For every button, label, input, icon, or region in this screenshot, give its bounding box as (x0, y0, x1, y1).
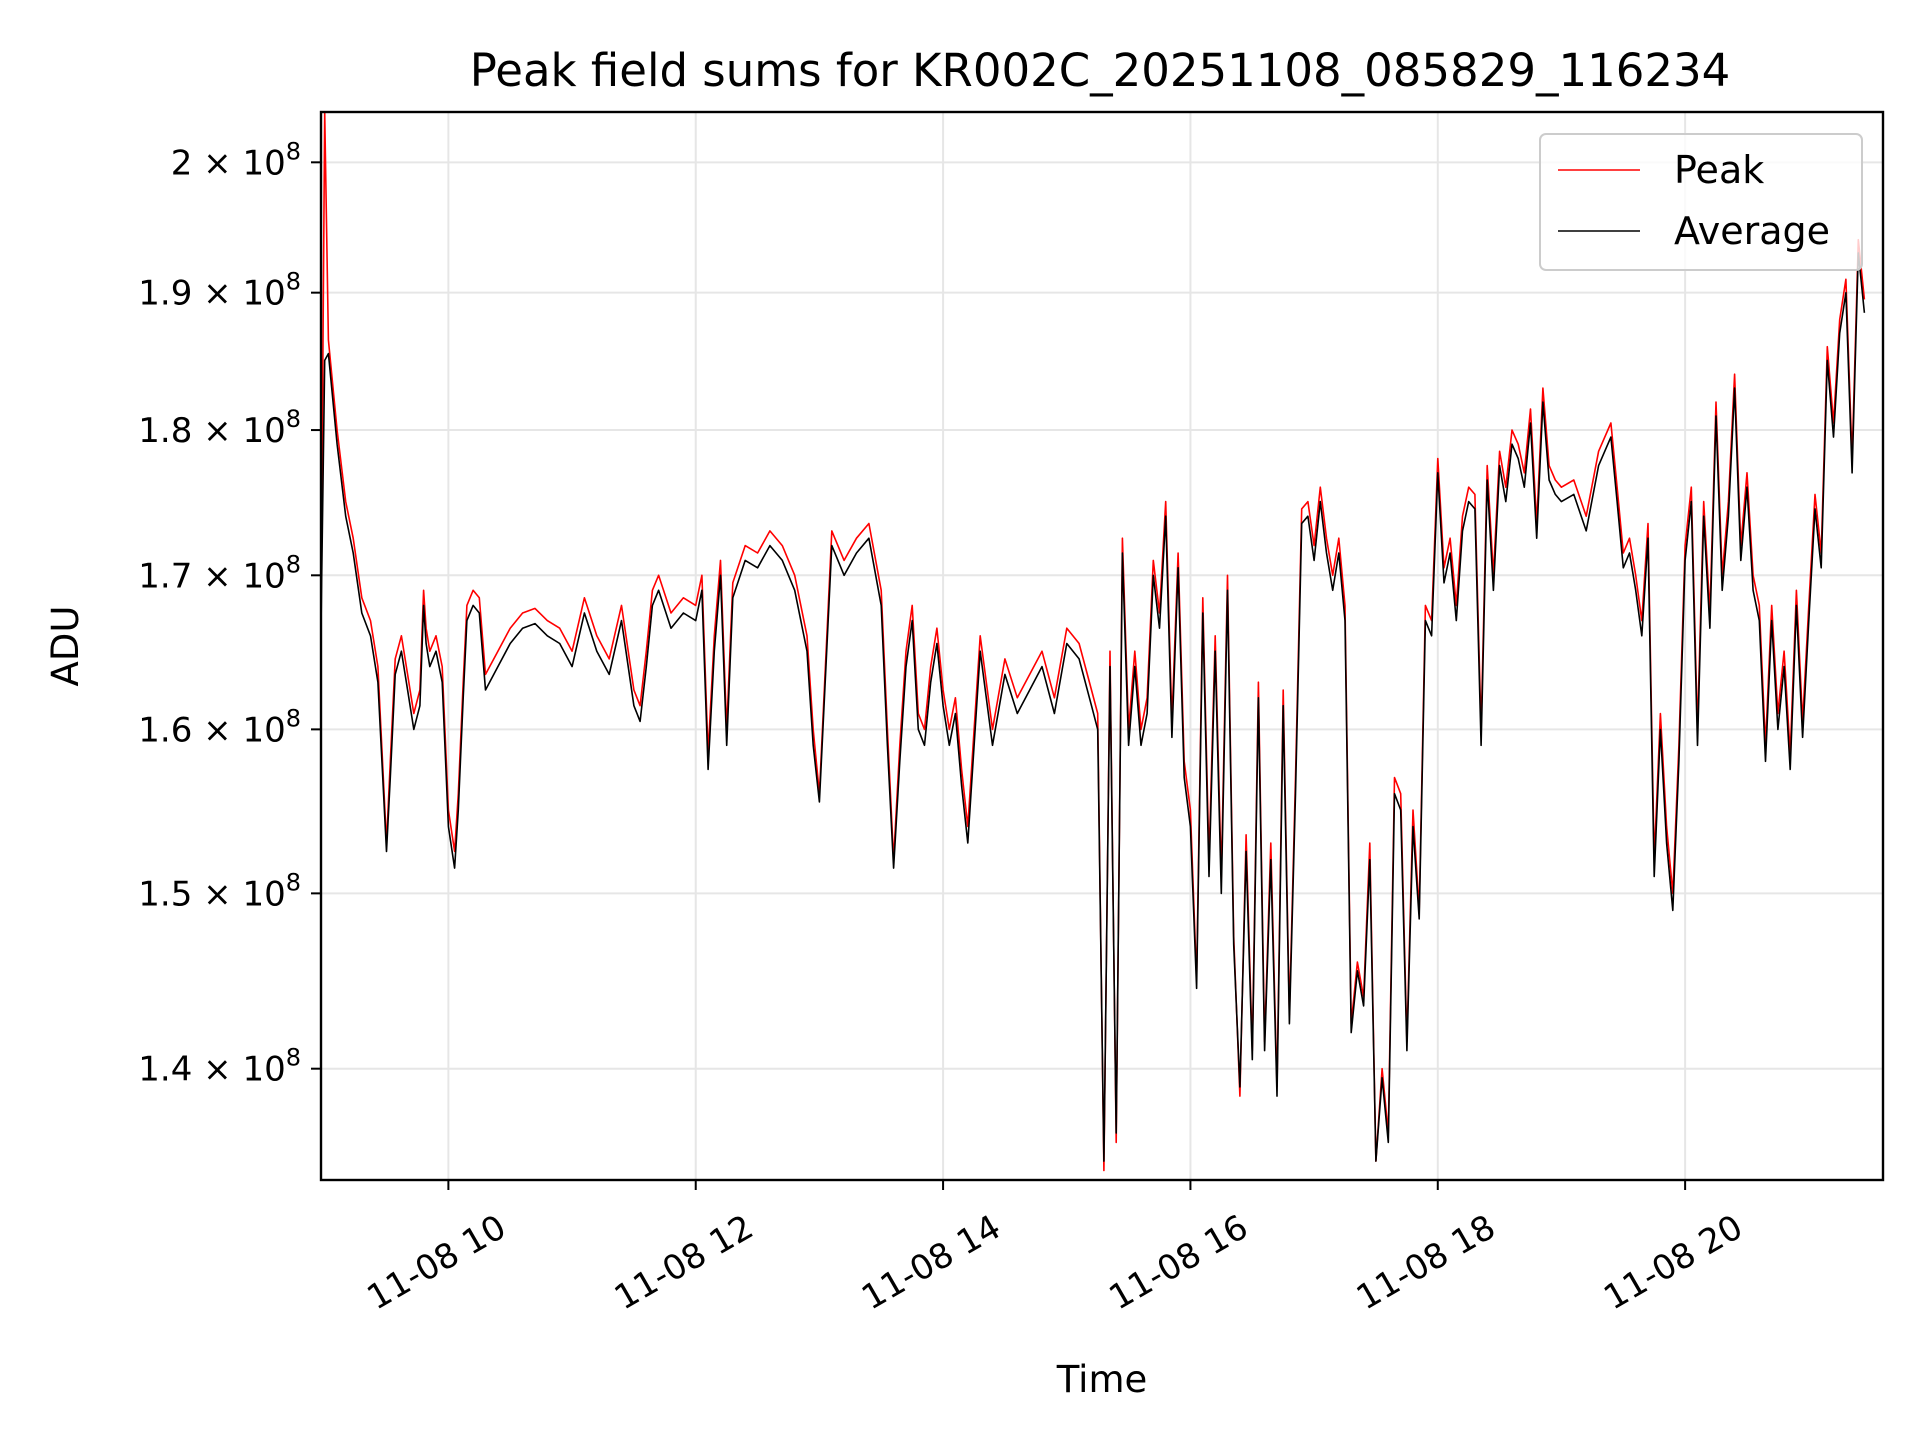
y-axis: 1.4 × 108 1.5 × 108 1.6 × 108 1.7 × 108 1.8 … (138, 137, 321, 1090)
plot-frame (319, 110, 1885, 1182)
legend-average-label: Average (1674, 209, 1830, 253)
y-tick-label: 1.4 × 108 (138, 1044, 301, 1090)
series-layer (321, 112, 1866, 1172)
x-axis-label: Time (1056, 1358, 1148, 1401)
y-tick-label: 1.7 × 108 (138, 550, 301, 596)
legend: Peak Average (1539, 133, 1863, 271)
y-tick-label: 1.9 × 108 (138, 268, 301, 314)
series-line-average (321, 252, 1866, 1162)
y-axis-label: ADU (44, 606, 87, 687)
grid-layer (321, 112, 1883, 1180)
legend-box (1539, 133, 1863, 271)
y-tick-label: 2 × 108 (171, 137, 301, 183)
series-line-peak (321, 112, 1866, 1172)
legend-peak-label: Peak (1674, 148, 1764, 192)
y-tick-label: 1.8 × 108 (138, 405, 301, 451)
y-tick-label: 1.5 × 108 (138, 868, 301, 914)
chart-title: Peak field sums for KR002C_20251108_0858… (470, 44, 1730, 97)
y-tick-label: 1.6 × 108 (138, 704, 301, 750)
